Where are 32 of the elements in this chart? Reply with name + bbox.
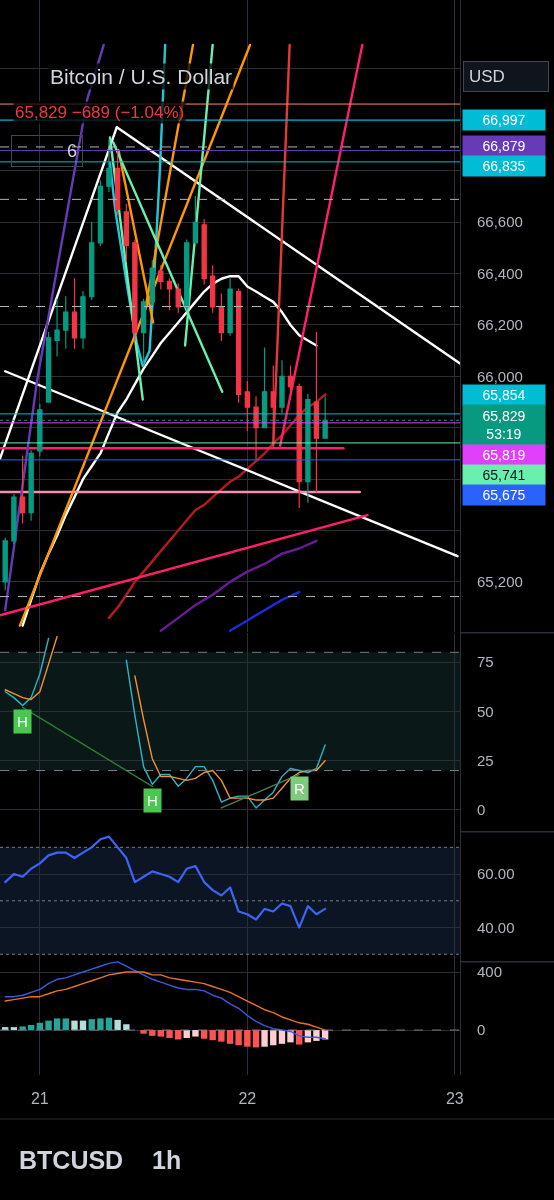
ref-line-label: 65,675 [482, 487, 526, 503]
data-label: H [17, 713, 28, 730]
x-tick-label: 21 [30, 1090, 49, 1107]
x-tick-label: 22 [238, 1090, 257, 1107]
text: 65,829 −689 (−1.04%) [15, 103, 185, 122]
y-tick-label: 60.00 [477, 865, 515, 883]
ref-line-label: 65,829 53:19 [482, 407, 526, 443]
y-tick-label: 66,400 [477, 264, 523, 282]
data-label: H [147, 792, 158, 809]
text: BTCUSD [19, 1146, 124, 1174]
y-tick-label: 75 [477, 653, 494, 671]
text: 1h [152, 1146, 182, 1174]
data-label: R [294, 780, 305, 797]
ref-line-label: 65,741 [482, 467, 526, 483]
y-tick-label: 66,600 [477, 213, 523, 231]
y-tick-label: 50 [477, 702, 494, 720]
ref-line-label: 65,819 [482, 447, 526, 463]
x-tick-label: 23 [445, 1090, 464, 1107]
y-tick-label: 25 [477, 751, 494, 769]
y-tick-label: 66,200 [477, 316, 523, 334]
ref-line-label: 66,997 [482, 112, 526, 128]
y-tick-label: 65,200 [477, 573, 523, 591]
ref-line-label: 66,835 [482, 158, 526, 174]
text: USD [469, 67, 505, 86]
ref-line-label: 66,879 [482, 138, 526, 154]
y-tick-label: 400 [477, 963, 503, 981]
y-tick-label: 40.00 [477, 918, 515, 936]
y-tick-label: 66,000 [477, 367, 523, 385]
text: Bitcoin / U.S. Dollar [50, 65, 233, 88]
y-tick-label: 0 [477, 1021, 486, 1039]
ref-line-label: 65,854 [482, 387, 526, 403]
y-tick-label: 0 [477, 801, 486, 819]
